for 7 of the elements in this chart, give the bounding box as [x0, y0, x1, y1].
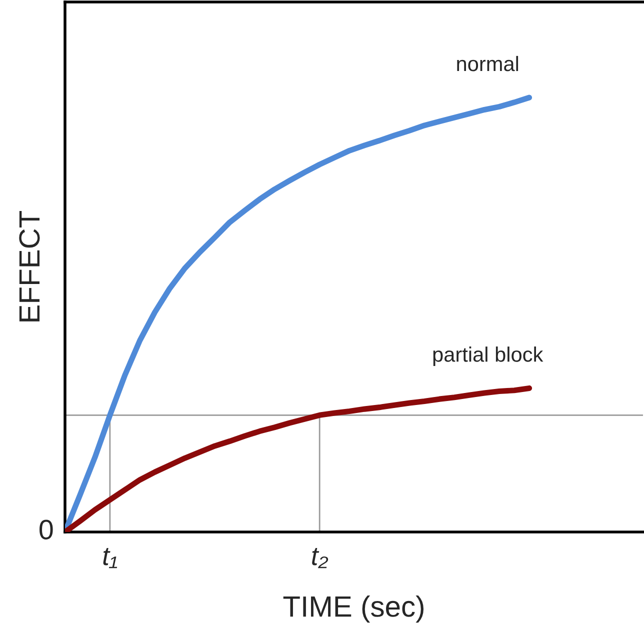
text: 0 — [40, 520, 53, 540]
series-label: normal — [457, 56, 518, 72]
x-tick-label: t₂ — [312, 548, 328, 568]
x-tick-label: t₁ — [103, 548, 118, 568]
y-axis-title: EFFECT — [19, 210, 40, 322]
x-axis-title: TIME (sec) — [283, 595, 424, 623]
series-label: partial block — [433, 346, 544, 366]
